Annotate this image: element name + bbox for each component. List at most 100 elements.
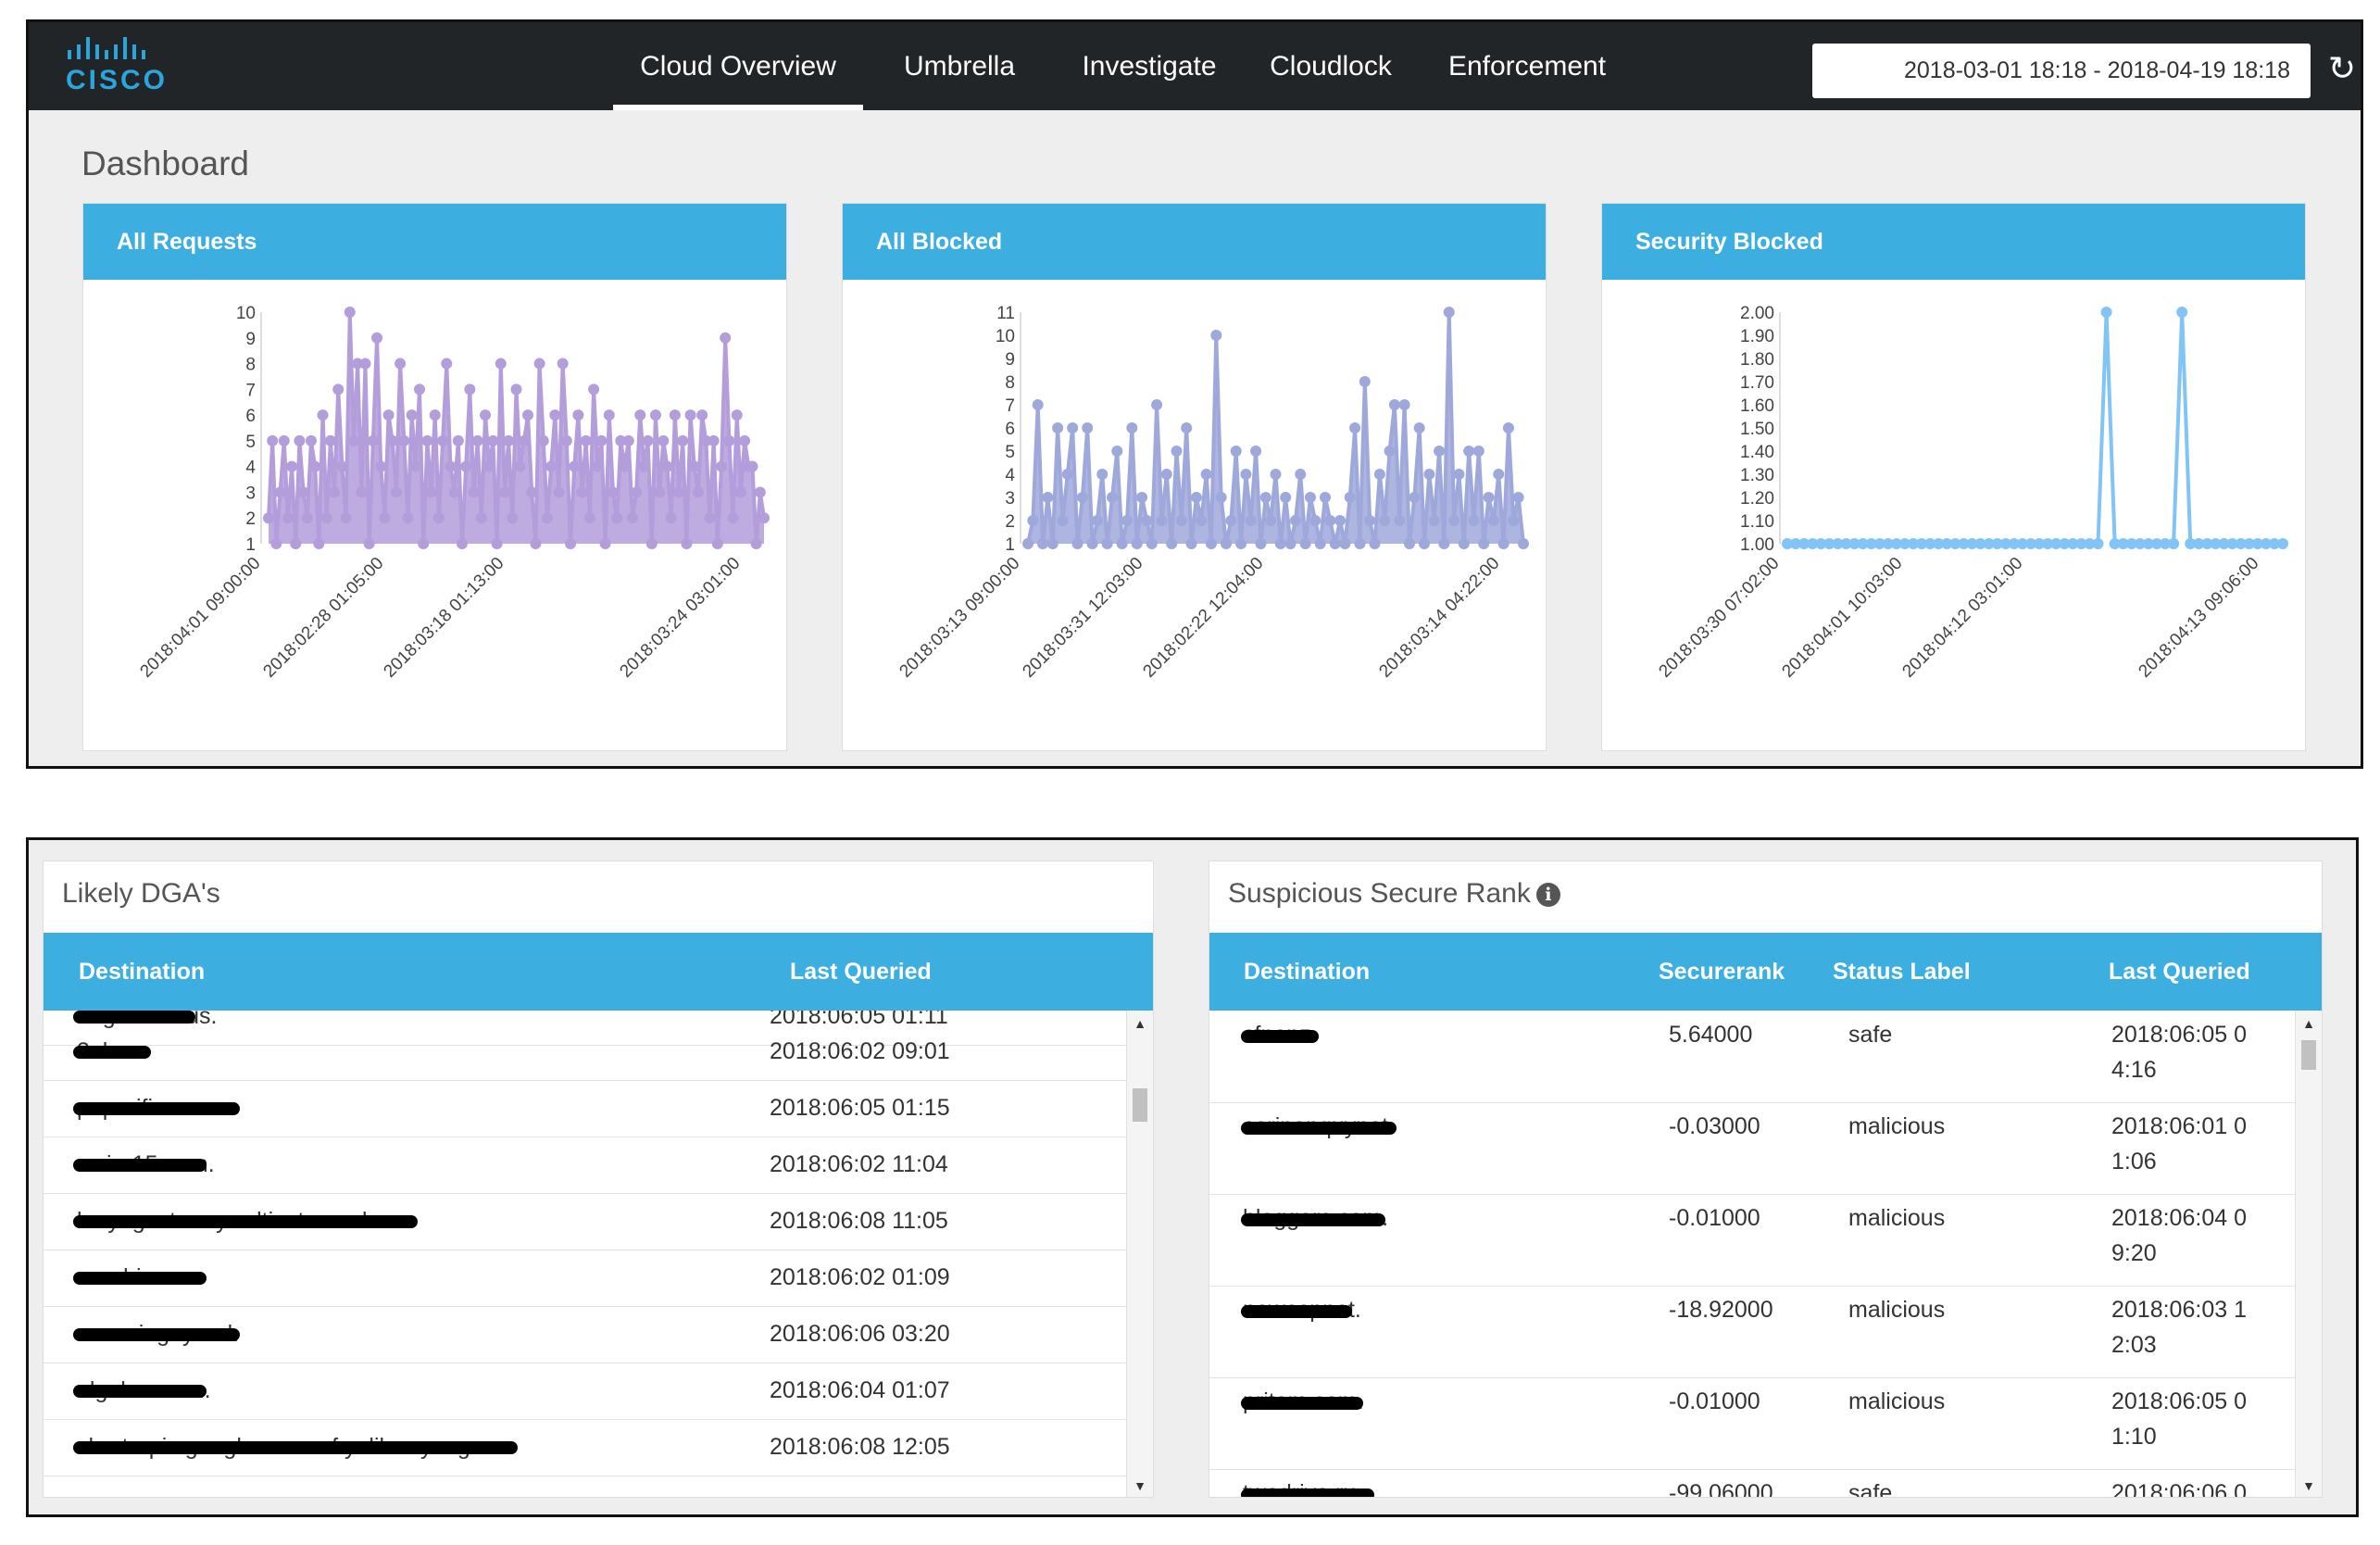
data-point[interactable] xyxy=(1299,538,1311,549)
data-point[interactable] xyxy=(1245,515,1257,526)
data-point[interactable] xyxy=(352,358,364,370)
data-point[interactable] xyxy=(673,486,685,498)
data-point[interactable] xyxy=(2024,538,2036,549)
data-point[interactable] xyxy=(619,460,631,472)
data-point[interactable] xyxy=(329,486,341,498)
data-point[interactable] xyxy=(1508,515,1520,526)
data-point[interactable] xyxy=(2251,538,2263,549)
data-point[interactable] xyxy=(1857,538,1869,549)
column-status-label[interactable]: Status Label xyxy=(1833,959,1971,985)
data-point[interactable] xyxy=(557,358,569,370)
data-point[interactable] xyxy=(622,434,634,446)
data-point[interactable] xyxy=(1126,422,1138,433)
data-point[interactable] xyxy=(692,486,704,498)
data-point[interactable] xyxy=(371,332,383,344)
data-point[interactable] xyxy=(1369,538,1381,549)
data-point[interactable] xyxy=(1438,538,1450,549)
data-point[interactable] xyxy=(2125,538,2137,549)
data-point[interactable] xyxy=(1423,469,1435,480)
data-point[interactable] xyxy=(669,409,681,421)
data-point[interactable] xyxy=(1493,469,1505,480)
data-point[interactable] xyxy=(758,512,770,524)
data-point[interactable] xyxy=(441,358,453,370)
refresh-icon[interactable]: ↻ xyxy=(2327,49,2357,87)
data-point[interactable] xyxy=(1865,538,1877,549)
data-point[interactable] xyxy=(282,512,294,524)
data-point[interactable] xyxy=(437,434,449,446)
data-point[interactable] xyxy=(1171,446,1183,457)
data-point[interactable] xyxy=(1082,422,1094,433)
data-point[interactable] xyxy=(1832,538,1844,549)
scroll-down-arrow[interactable]: ▼ xyxy=(2302,1478,2315,1493)
tab-investigate[interactable]: Investigate xyxy=(1082,51,1217,82)
data-point[interactable] xyxy=(294,434,306,446)
data-point[interactable] xyxy=(402,512,414,524)
data-point[interactable] xyxy=(471,434,483,446)
data-point[interactable] xyxy=(297,486,309,498)
data-point[interactable] xyxy=(2092,538,2104,549)
data-point[interactable] xyxy=(375,460,387,472)
data-point[interactable] xyxy=(1815,538,1827,549)
data-point[interactable] xyxy=(1807,538,1819,549)
data-point[interactable] xyxy=(305,434,317,446)
data-point[interactable] xyxy=(1394,515,1406,526)
data-point[interactable] xyxy=(1974,538,1986,549)
table-row[interactable]: algebra.com.2018:06:04 01:07 xyxy=(44,1363,1127,1420)
data-point[interactable] xyxy=(1086,538,1098,549)
data-point[interactable] xyxy=(1823,538,1835,549)
data-point[interactable] xyxy=(1061,469,1073,480)
data-point[interactable] xyxy=(1166,538,1178,549)
data-point[interactable] xyxy=(1101,538,1113,549)
data-point[interactable] xyxy=(708,434,720,446)
data-point[interactable] xyxy=(1210,330,1222,341)
data-point[interactable] xyxy=(398,434,410,446)
data-point[interactable] xyxy=(1339,538,1351,549)
data-point[interactable] xyxy=(739,434,751,446)
data-point[interactable] xyxy=(429,409,441,421)
data-point[interactable] xyxy=(599,538,611,549)
data-point[interactable] xyxy=(1240,469,1252,480)
data-point[interactable] xyxy=(448,486,460,498)
data-point[interactable] xyxy=(681,538,693,549)
data-point[interactable] xyxy=(1304,492,1316,503)
data-point[interactable] xyxy=(1419,538,1430,549)
data-point[interactable] xyxy=(684,409,696,421)
tab-umbrella[interactable]: Umbrella xyxy=(903,51,1016,82)
data-point[interactable] xyxy=(503,434,515,446)
data-point[interactable] xyxy=(386,434,398,446)
data-point[interactable] xyxy=(518,434,530,446)
scroll-thumb[interactable] xyxy=(1133,1088,1147,1122)
column-last-queried[interactable]: Last Queried xyxy=(790,959,932,985)
data-point[interactable] xyxy=(592,460,604,472)
data-point[interactable] xyxy=(418,538,430,549)
data-point[interactable] xyxy=(363,538,375,549)
data-point[interactable] xyxy=(510,383,522,396)
data-point[interactable] xyxy=(267,434,279,446)
data-point[interactable] xyxy=(1151,399,1163,410)
data-point[interactable] xyxy=(1428,515,1440,526)
data-point[interactable] xyxy=(1478,538,1490,549)
data-point[interactable] xyxy=(1497,538,1509,549)
data-point[interactable] xyxy=(2268,538,2280,549)
data-point[interactable] xyxy=(1270,469,1282,480)
data-point[interactable] xyxy=(406,409,418,421)
data-point[interactable] xyxy=(1373,469,1385,480)
data-point[interactable] xyxy=(313,538,325,549)
data-point[interactable] xyxy=(645,538,658,549)
data-point[interactable] xyxy=(432,512,445,524)
table-row[interactable]: ongamendus.2018:06:05 01:11 xyxy=(44,1011,1127,1046)
data-point[interactable] xyxy=(320,512,332,524)
data-point[interactable] xyxy=(1121,515,1133,526)
data-point[interactable] xyxy=(727,512,739,524)
data-point[interactable] xyxy=(2117,538,2129,549)
data-point[interactable] xyxy=(1782,538,1793,549)
data-point[interactable] xyxy=(1052,422,1064,433)
data-point[interactable] xyxy=(1111,446,1123,457)
data-point[interactable] xyxy=(565,538,577,549)
scrollbar[interactable]: ▲ ▼ xyxy=(1126,1011,1153,1497)
data-point[interactable] xyxy=(603,409,615,421)
data-point[interactable] xyxy=(1141,515,1153,526)
